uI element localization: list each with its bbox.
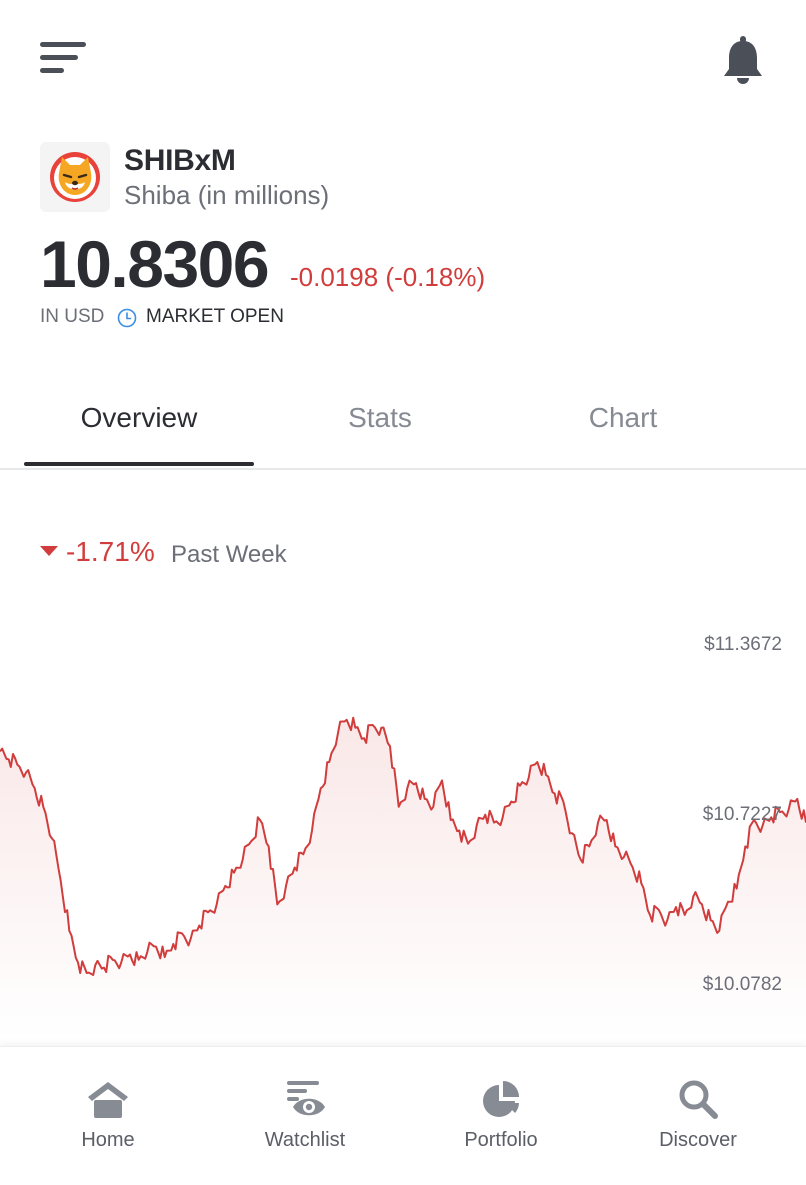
performance-period: Past Week <box>171 541 287 568</box>
nav-portfolio-label: Portfolio <box>464 1129 538 1151</box>
price-area-fill <box>0 717 806 1040</box>
nav-watchlist-label: Watchlist <box>264 1129 346 1151</box>
home-icon <box>86 1077 130 1121</box>
tab-bar: Overview Stats Chart <box>0 386 806 470</box>
watchlist-icon <box>283 1077 327 1121</box>
portfolio-pie-icon <box>479 1077 523 1121</box>
nav-home-label: Home <box>81 1129 135 1151</box>
asset-price: 10.8306 <box>40 227 270 301</box>
hamburger-menu-icon[interactable] <box>40 40 86 76</box>
performance-value: -1.71% <box>66 536 155 567</box>
market-status: MARKET OPEN <box>146 306 284 327</box>
nav-discover-label: Discover <box>659 1129 737 1151</box>
price-chart-svg <box>0 716 806 1040</box>
active-tab-indicator <box>24 462 254 466</box>
price-line-series <box>0 716 806 976</box>
shiba-logo-icon <box>40 142 110 212</box>
search-icon <box>676 1077 720 1121</box>
price-change: -0.0198 (-0.18%) <box>290 262 486 292</box>
y-tick-label-max: $11.3672 <box>704 634 782 655</box>
nav-discover[interactable]: Discover <box>598 1047 798 1185</box>
currency-label: IN USD <box>40 306 105 327</box>
clock-icon <box>117 308 137 328</box>
price-chart[interactable]: $11.3672 $10.7227 $10.0782 <box>0 620 806 1040</box>
tab-overview[interactable]: Overview <box>80 402 198 433</box>
bell-icon[interactable] <box>722 36 764 84</box>
asset-summary: SHIBxM Shiba (in millions) 10.8306 -0.01… <box>40 142 780 342</box>
app-header <box>0 0 806 120</box>
asset-symbol: SHIBxM <box>124 144 236 177</box>
y-tick-label-mid: $10.7227 <box>702 804 782 825</box>
y-tick-label-min: $10.0782 <box>702 974 782 995</box>
tab-stats[interactable]: Stats <box>348 402 412 433</box>
caret-down-icon <box>40 546 58 556</box>
nav-portfolio[interactable]: Portfolio <box>401 1047 601 1185</box>
nav-watchlist[interactable]: Watchlist <box>205 1047 405 1185</box>
asset-name: Shiba (in millions) <box>124 180 330 210</box>
bottom-navigation: Home Watchlist Portfolio <box>0 1046 806 1185</box>
nav-home[interactable]: Home <box>8 1047 208 1185</box>
tab-chart[interactable]: Chart <box>588 402 658 433</box>
